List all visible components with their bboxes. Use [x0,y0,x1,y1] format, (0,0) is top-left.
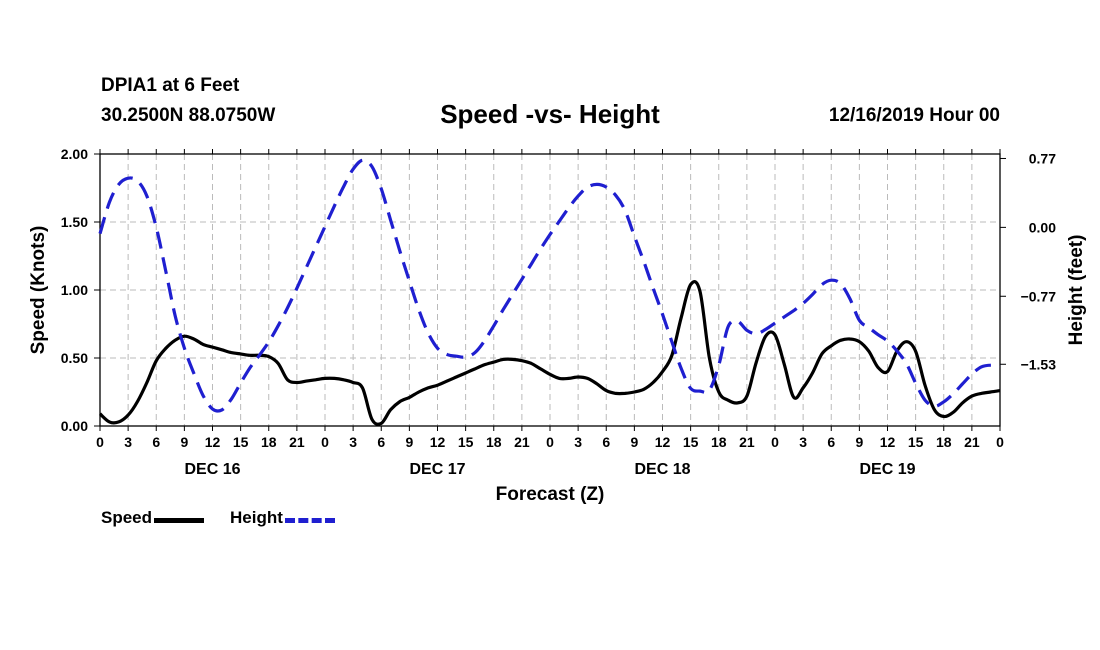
y-tick-label: 2.00 [61,146,88,162]
x-tick-label: 0 [996,434,1004,450]
x-tick-label: 12 [655,434,671,450]
x-tick-label: 15 [908,434,924,450]
x-tick-label: 18 [936,434,952,450]
x-tick-label: 0 [546,434,554,450]
x-tick-label: 3 [349,434,357,450]
x-tick-label: 9 [405,434,413,450]
y2-tick-label: 0.00 [1029,219,1056,235]
y2-tick-label: −1.53 [1021,356,1057,372]
y2-tick-label: 0.77 [1029,150,1056,166]
x-tick-label: 12 [880,434,896,450]
day-label: DEC 19 [859,461,915,478]
x-tick-label: 6 [152,434,160,450]
x-tick-label: 15 [683,434,699,450]
x-tick-label: 3 [799,434,807,450]
speed-series-line [98,280,1001,426]
x-tick-label: 6 [827,434,835,450]
x-tick-label: 3 [124,434,132,450]
x-tick-label: 6 [377,434,385,450]
y-tick-label: 1.50 [61,214,88,230]
axis-ticks: 0 3 6 9 12 15 18 21 0 3 6 9 12 15 18 21 0 3 6 9 12 15 18 21 0 3 6 9… [61,146,1056,478]
x-tick-label: 15 [458,434,474,450]
day-label: DEC 16 [184,461,240,478]
forecast-datetime: 12/16/2019 Hour 00 [828,105,1000,126]
x-tick-label: 9 [855,434,863,450]
x-tick-label: 12 [430,434,446,450]
x-tick-label: 0 [96,434,104,450]
chart-grid [100,154,1000,426]
chart-series [98,158,1001,426]
y-tick-label: 1.00 [61,282,88,298]
day-label: DEC 18 [634,461,690,478]
legend-speed-swatch [154,517,205,523]
x-tick-label: 3 [574,434,582,450]
x-tick-label: 0 [771,434,779,450]
x-tick-label: 18 [486,434,502,450]
y2-axis-title: Height (feet) [1066,235,1087,346]
x-tick-label: 21 [514,434,530,450]
y2-tick-label: −0.77 [1021,288,1057,304]
legend-height-label: Height [230,508,283,527]
x-tick-label: 18 [711,434,727,450]
coordinates-label: 30.2500N 88.0750W [101,105,276,126]
x-tick-label: 21 [289,434,305,450]
legend-height: Height [230,508,335,528]
height-series-line [98,158,1001,413]
x-tick-label: 15 [233,434,249,450]
x-tick-label: 18 [261,434,277,450]
x-tick-label: 9 [180,434,188,450]
y-axis-title: Speed (Knots) [28,226,49,355]
x-tick-label: 0 [321,434,329,450]
x-axis-title: Forecast (Z) [496,484,605,505]
x-tick-label: 21 [964,434,980,450]
station-label: DPIA1 at 6 Feet [101,75,240,96]
x-tick-label: 21 [739,434,755,450]
day-label: DEC 17 [409,461,465,478]
x-tick-label: 12 [205,434,221,450]
legend-speed-label: Speed [101,508,153,527]
y-tick-label: 0.00 [61,418,88,434]
chart-title: Speed -vs- Height [440,99,660,129]
x-tick-label: 9 [630,434,638,450]
legend-speed: Speed [101,508,205,528]
legend-height-swatch [284,517,335,523]
x-tick-label: 6 [602,434,610,450]
y-tick-label: 0.50 [61,350,88,366]
